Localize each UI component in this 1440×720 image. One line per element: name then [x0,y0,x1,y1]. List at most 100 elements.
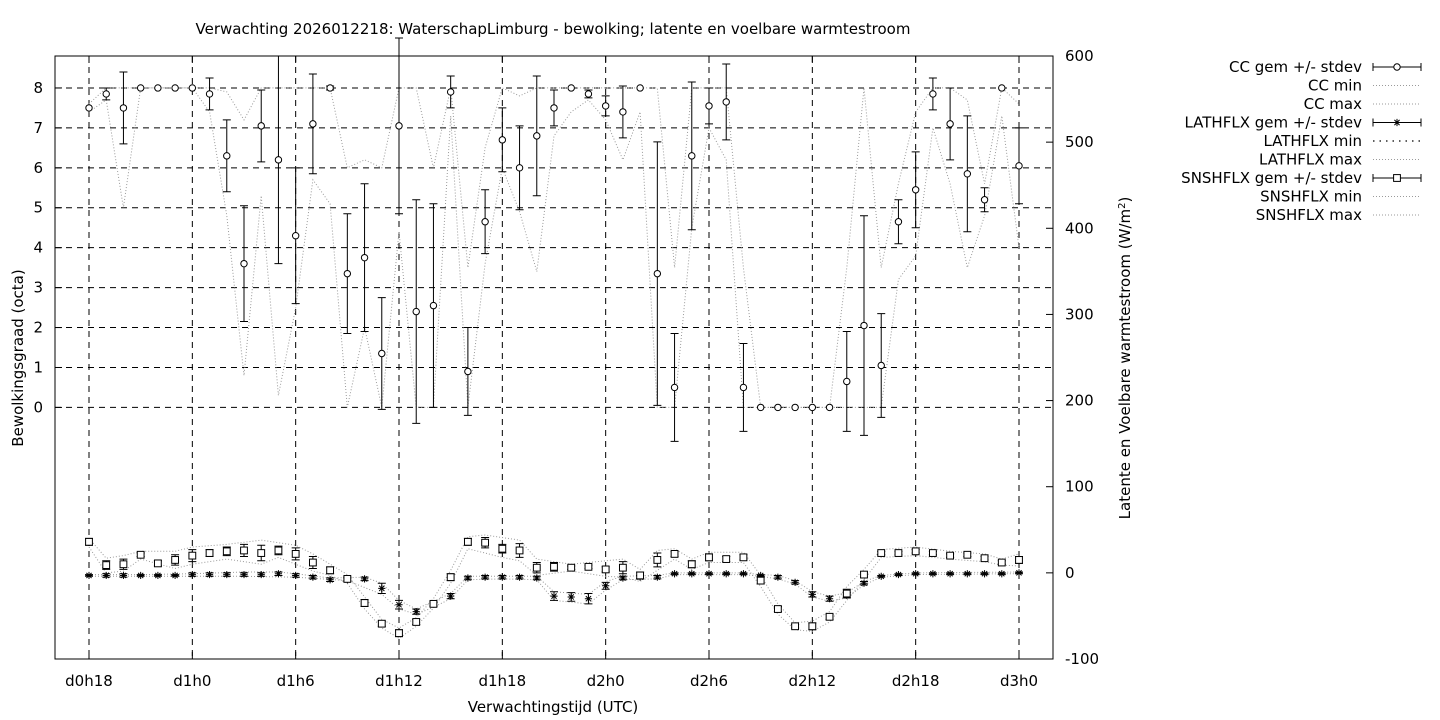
data-point [791,622,800,631]
data-point [808,403,817,412]
y2-axis-label: Latente en Voelbare warmtestroom (W/m2) [1116,197,1134,520]
y2-tick-label: 300 [1065,305,1094,323]
data-point [257,549,266,557]
data-point [343,269,352,278]
data-point [481,218,489,226]
data-point [894,570,903,579]
y-tick-label: 1 [33,358,43,376]
data-point [550,562,558,571]
data-point [463,537,472,546]
data-point [326,576,334,584]
data-point [274,546,283,555]
x-tick-label: d1h12 [375,672,423,690]
data-point [929,570,937,578]
y-tick-label: 4 [33,239,43,257]
y2-tick-label: 100 [1065,478,1094,496]
y2-tick-label: 500 [1065,133,1094,151]
data-point [688,152,696,160]
data-point [705,102,713,110]
data-point [532,563,541,572]
x-tick-label: d1h0 [173,672,211,690]
data-point [274,570,283,578]
data-point [550,592,558,600]
x-tick-label: d0h18 [65,672,113,690]
data-point [257,570,265,579]
x-tick-label: d2h12 [788,672,836,690]
data-point [153,559,162,568]
y-axis-label: Bewolkingsgraad (octa) [9,269,27,446]
data-point [739,553,748,562]
data-point [154,571,162,580]
data-point [980,570,989,578]
data-point [705,570,713,578]
data-point [946,570,954,578]
data-point [911,547,920,556]
y2-axis-label-sup: 2 [1117,203,1128,209]
data-point [601,102,610,110]
legend-label: CC max [1304,95,1363,113]
legend-label: SNSHFLX max [1256,206,1362,224]
data-point [912,570,920,578]
data-point [894,549,903,557]
data-point [860,570,868,579]
data-point [998,570,1006,578]
data-point [533,132,541,140]
data-point [481,573,489,581]
legend-marker [1393,174,1401,182]
data-point [274,156,283,164]
data-point [377,619,386,628]
data-point [188,84,197,92]
legend-marker [1393,63,1401,71]
data-point [205,570,214,579]
y-tick-label: 3 [33,279,43,297]
data-point [464,574,472,582]
y-tick-label: 6 [33,159,43,177]
data-point [136,550,145,559]
data-point [188,551,197,560]
y2-tick-label: 400 [1065,219,1094,237]
series-line [88,534,1020,629]
data-point [584,90,593,98]
data-point [378,584,386,592]
x-tick-label: d2h18 [892,672,940,690]
data-point [618,563,627,572]
data-point [567,84,575,92]
data-point [619,574,627,582]
data-point [860,579,868,587]
data-point [412,307,420,316]
data-point [1015,162,1023,170]
data-point [843,377,851,386]
data-point [963,550,972,559]
data-point [85,571,93,580]
data-point [498,136,507,144]
data-point [636,84,644,92]
plot-frame [54,55,1054,660]
data-point [360,575,369,583]
data-point [791,578,799,586]
x-tick-label: d1h6 [277,672,315,690]
series-line [88,86,1020,408]
data-point [154,84,162,92]
data-point [963,170,972,178]
data-point [808,622,817,631]
data-point [980,554,989,563]
data-point [429,599,438,608]
y2-tick-label: 200 [1065,392,1094,410]
data-point [102,561,111,570]
data-point [998,84,1006,92]
y-tick-label: 8 [33,79,43,97]
data-point [395,629,403,638]
data-point [222,547,231,556]
legend-label: SNSHFLX gem +/- stdev [1181,169,1362,187]
data-point [446,573,455,582]
y-tick-label: 5 [33,199,43,217]
data-point [636,571,645,580]
x-axis-label: Verwachtingstijd (UTC) [468,698,639,716]
data-point [257,122,265,130]
legend-label: LATHFLX min [1263,132,1362,150]
data-point [223,152,231,160]
data-point [705,553,713,562]
legend-label: LATHFLX max [1259,151,1362,169]
data-point [119,560,128,569]
